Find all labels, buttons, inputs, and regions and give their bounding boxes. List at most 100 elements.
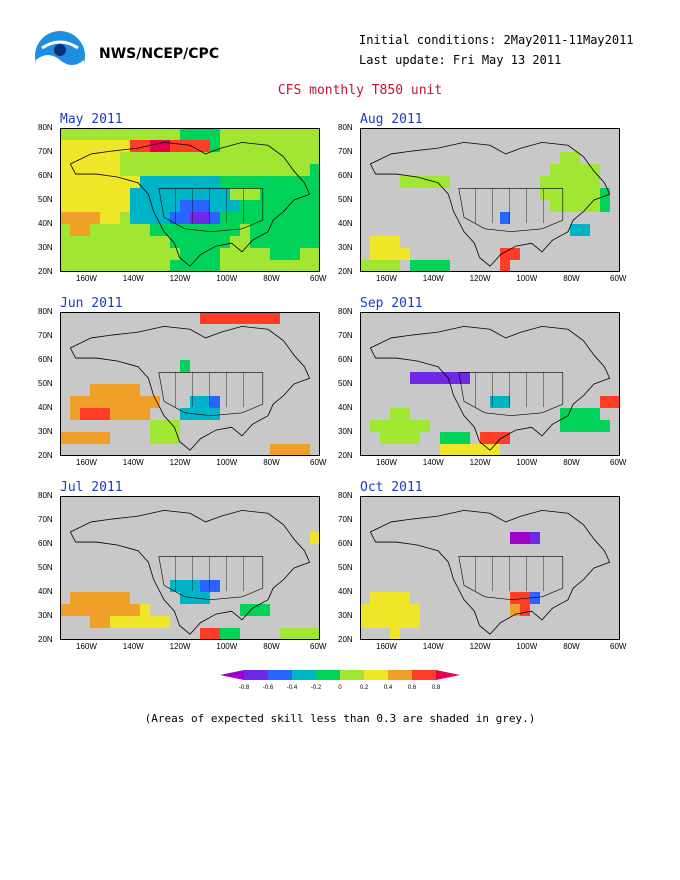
grid-cell (530, 212, 541, 225)
grid-cell (280, 384, 291, 397)
grid-cell (210, 604, 221, 617)
grid-cell (440, 260, 451, 272)
grid-cell (60, 348, 71, 361)
grid-cell (500, 592, 511, 605)
grid-cell (510, 224, 521, 237)
grid-cell (190, 200, 201, 213)
grid-cell (440, 224, 451, 237)
grid-cell (100, 248, 111, 261)
grid-cell (370, 508, 381, 521)
grid-cell (360, 128, 371, 141)
grid-cell (520, 312, 531, 325)
grid-cell (300, 568, 311, 581)
grid-cell (260, 592, 271, 605)
grid-cell (470, 568, 481, 581)
grid-cell (70, 556, 81, 569)
grid-cell (250, 212, 261, 225)
grid-cell (70, 260, 81, 272)
grid-cell (430, 164, 441, 177)
grid-cell (430, 496, 441, 509)
grid-cell (160, 336, 171, 349)
grid-cell (260, 176, 271, 189)
grid-cell (610, 556, 620, 569)
grid-cell (140, 616, 151, 629)
grid-cell (610, 408, 620, 421)
grid-cell (230, 212, 241, 225)
grid-cell (370, 360, 381, 373)
grid-cell (240, 128, 251, 141)
grid-cell (90, 224, 101, 237)
grid-cell (410, 432, 421, 445)
grid-cell (430, 556, 441, 569)
grid-cell (380, 312, 391, 325)
lon-tick-label: 160W (376, 458, 397, 467)
grid-cell (310, 140, 320, 153)
grid-cell (460, 628, 471, 640)
grid-cell (260, 568, 271, 581)
grid-cell (210, 360, 221, 373)
grid-cell (550, 324, 561, 337)
grid-cell (440, 128, 451, 141)
grid-cell (280, 312, 291, 325)
lat-tick-label: 40N (338, 219, 353, 228)
grid-cell (440, 188, 451, 201)
grid-cell (210, 580, 221, 593)
grid-cell (80, 384, 91, 397)
grid-cell (520, 532, 531, 545)
grid-cell (600, 236, 611, 249)
grid-cell (450, 324, 461, 337)
grid-cell (100, 348, 111, 361)
grid-cell (110, 152, 121, 165)
grid-cell (60, 128, 71, 141)
us-border (458, 556, 564, 600)
grid-cell (80, 592, 91, 605)
grid-cell (570, 200, 581, 213)
grid-cell (110, 556, 121, 569)
grid-cell (520, 336, 531, 349)
grid-cell (430, 212, 441, 225)
grid-cell (190, 312, 201, 325)
grid-cell (230, 248, 241, 261)
grid-cell (140, 384, 151, 397)
grid-cell (580, 200, 591, 213)
grid-cell (500, 140, 511, 153)
grid-cell (70, 236, 81, 249)
grid-cell (380, 188, 391, 201)
grid-cell (450, 188, 461, 201)
grid-cell (410, 396, 421, 409)
grid-cell (400, 128, 411, 141)
grid-cell (180, 212, 191, 225)
grid-cell (180, 604, 191, 617)
grid-cell (570, 360, 581, 373)
grid-cell (590, 532, 601, 545)
grid-cell (470, 396, 481, 409)
grid-cell (570, 496, 581, 509)
grid-cell (450, 140, 461, 153)
grid-cell (130, 348, 141, 361)
grid-cell (60, 616, 71, 629)
grid-cell (390, 248, 401, 261)
grid-cell (90, 260, 101, 272)
grid-cell (360, 556, 371, 569)
grid-cell (290, 580, 301, 593)
grid-cell (120, 312, 131, 325)
grid-cell (590, 420, 601, 433)
grid-cell (410, 496, 421, 509)
grid-cell (490, 236, 501, 249)
grid-cell (420, 248, 431, 261)
grid-cell (260, 384, 271, 397)
grid-cell (360, 396, 371, 409)
grid-cell (220, 140, 231, 153)
grid-cell (70, 372, 81, 385)
lat-tick-label: 80N (338, 123, 353, 132)
grid-cell (420, 508, 431, 521)
grid-cell (80, 188, 91, 201)
grid-cell (170, 164, 181, 177)
grid-cell (390, 532, 401, 545)
grid-cell (530, 396, 541, 409)
grid-cell (90, 164, 101, 177)
grid-cell (190, 224, 201, 237)
grid-cell (390, 580, 401, 593)
grid-cell (480, 260, 491, 272)
grid-cell (440, 248, 451, 261)
